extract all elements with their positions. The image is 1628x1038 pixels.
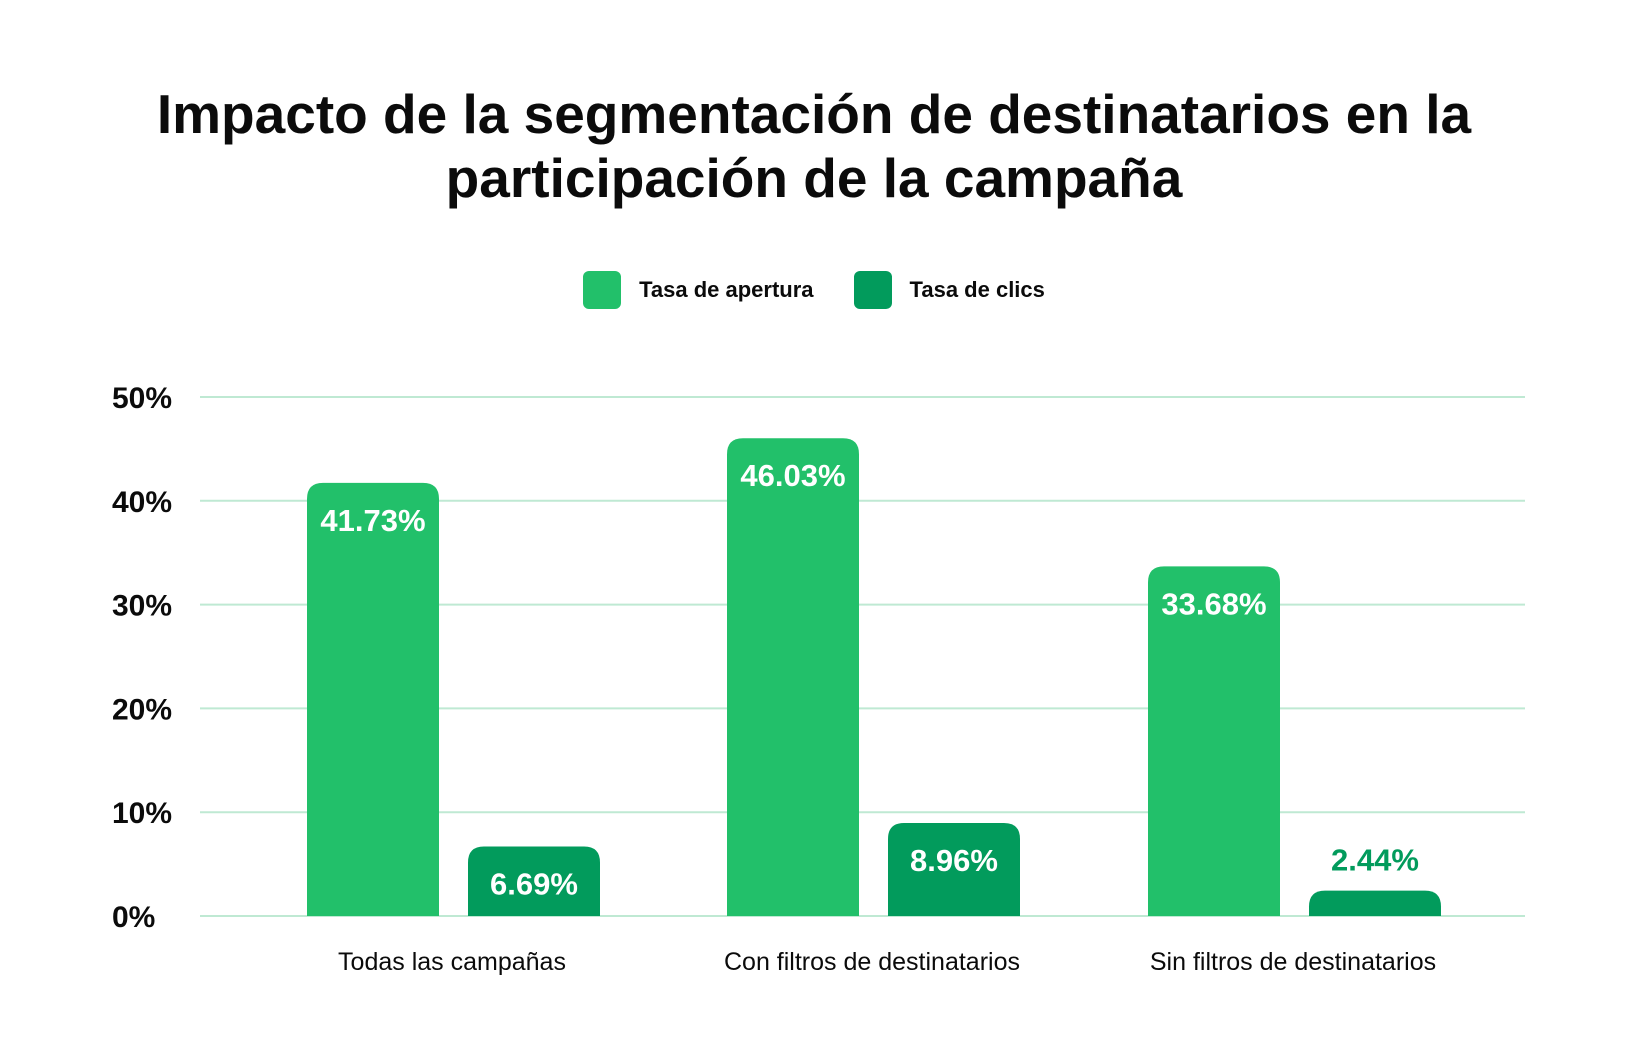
y-tick-label: 10%	[112, 797, 172, 830]
legend-item-click-rate[interactable]: Tasa de clics	[853, 271, 1045, 309]
y-tick-label: 0%	[112, 901, 155, 934]
chart-title: Impacto de la segmentación de destinatar…	[0, 82, 1628, 210]
y-tick-label: 20%	[112, 693, 172, 726]
y-tick-label: 50%	[112, 382, 172, 415]
data-label: 46.03%	[740, 458, 845, 493]
legend-label-click-rate: Tasa de clics	[909, 277, 1045, 302]
chart-legend: Tasa de apertura Tasa de clics	[0, 270, 1628, 310]
bar-click-rate	[468, 846, 600, 916]
data-label: 41.73%	[320, 503, 425, 538]
legend-swatch-open-rate	[583, 271, 622, 309]
bar-click-rate	[1309, 890, 1441, 916]
y-tick-label: 40%	[112, 486, 172, 519]
data-label: 6.69%	[490, 867, 578, 902]
legend-item-open-rate[interactable]: Tasa de apertura	[583, 271, 814, 309]
bar-click-rate	[888, 822, 1020, 916]
bar-open-rate	[1148, 566, 1280, 916]
chart-title-line-1: Impacto de la segmentación de destinatar…	[156, 83, 1472, 145]
x-category-label: Con filtros de destinatarios	[724, 948, 1020, 976]
legend-swatch-click-rate	[853, 271, 892, 309]
data-label: 2.44%	[1331, 843, 1419, 878]
bar-open-rate	[307, 482, 439, 916]
y-tick-label: 30%	[112, 590, 172, 623]
data-label: 33.68%	[1161, 586, 1266, 621]
chart-title-line-2: participación de la campaña	[445, 147, 1183, 209]
bar-open-rate	[727, 438, 859, 916]
x-category-label: Todas las campañas	[338, 948, 566, 976]
data-label: 8.96%	[910, 843, 998, 878]
legend-label-open-rate: Tasa de apertura	[639, 277, 814, 302]
x-category-label: Sin filtros de destinatarios	[1150, 948, 1436, 976]
